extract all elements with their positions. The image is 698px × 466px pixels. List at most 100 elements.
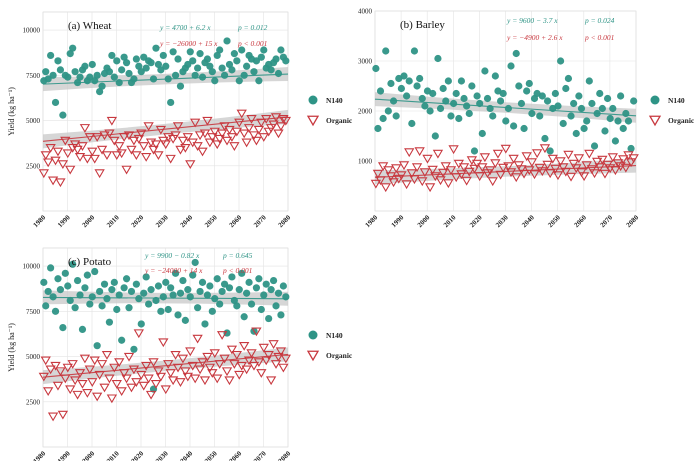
- organic-point: [251, 327, 262, 337]
- organic-point: [248, 131, 260, 141]
- n140-point: [194, 304, 202, 312]
- y-tick-label: 2000: [358, 108, 373, 116]
- n140-point: [614, 117, 622, 125]
- n140-point: [523, 87, 531, 95]
- organic-point: [256, 369, 267, 378]
- organic-point: [209, 349, 220, 359]
- organic-point: [109, 363, 120, 373]
- organic-point: [479, 153, 491, 163]
- n140-point: [269, 276, 278, 285]
- n140-point: [69, 44, 77, 52]
- organic-point: [251, 136, 262, 146]
- n140-point: [135, 295, 143, 303]
- organic-point: [216, 129, 228, 139]
- organic-point: [62, 149, 73, 159]
- organic-point: [150, 140, 162, 150]
- n140-point: [434, 54, 442, 63]
- organic-point: [370, 179, 382, 189]
- n140-point: [570, 99, 578, 108]
- organic-point: [555, 157, 566, 167]
- organic-point: [224, 125, 235, 135]
- organic-point: [163, 360, 174, 369]
- organic-point: [87, 378, 98, 387]
- n140-point: [384, 107, 392, 115]
- n140-point: [83, 271, 91, 279]
- n140-point: [476, 99, 484, 108]
- organic-point: [542, 160, 553, 170]
- organic-point: [111, 151, 122, 160]
- trend-line-organic: [42, 353, 289, 378]
- organic-point: [138, 381, 149, 391]
- organic-point: [273, 129, 284, 139]
- n140-point: [142, 64, 150, 72]
- n140-point: [179, 276, 187, 285]
- p-value: p = 0.012: [237, 23, 268, 32]
- organic-point: [82, 154, 93, 164]
- n140-point: [267, 286, 275, 294]
- n140-point: [113, 57, 121, 65]
- organic-point: [547, 154, 558, 164]
- n140-point: [567, 112, 575, 120]
- n140-point: [176, 289, 185, 297]
- n140-point: [617, 92, 625, 100]
- organic-point: [263, 351, 274, 360]
- organic-point: [94, 370, 105, 380]
- organic-point: [226, 345, 238, 355]
- organic-point: [118, 369, 130, 378]
- organic-point: [490, 159, 501, 169]
- x-tick-label: 2050: [203, 213, 219, 229]
- organic-point: [280, 354, 291, 364]
- organic-point: [253, 125, 265, 135]
- n140-point: [590, 142, 599, 150]
- n140-point: [470, 147, 479, 155]
- n140-point: [611, 137, 620, 145]
- organic-point: [443, 179, 454, 189]
- n140-point: [452, 89, 460, 98]
- n140-point: [216, 300, 224, 308]
- n140-point: [47, 264, 55, 272]
- organic-point: [550, 164, 561, 174]
- x-tick-label: 1990: [56, 213, 72, 229]
- organic-point: [477, 163, 488, 173]
- n140-point: [247, 300, 256, 308]
- n140-point: [189, 57, 197, 65]
- organic-point: [69, 376, 81, 386]
- n140-point: [100, 280, 109, 288]
- organic-point: [623, 151, 634, 161]
- organic-point: [411, 163, 423, 173]
- organic-point: [153, 151, 164, 160]
- organic-point: [143, 122, 154, 132]
- panel-title: (a) Wheat: [68, 20, 111, 32]
- n140-point: [171, 71, 180, 79]
- organic-point: [256, 118, 267, 128]
- organic-point: [558, 163, 569, 173]
- organic-point: [104, 129, 115, 139]
- organic-point: [50, 156, 61, 166]
- p-value: p < 0.001: [237, 39, 267, 48]
- organic-point: [128, 365, 140, 375]
- organic-point: [136, 129, 147, 139]
- n140-point: [196, 50, 204, 58]
- n140-point: [198, 73, 207, 81]
- n140-point: [277, 311, 285, 319]
- n140-point: [113, 305, 121, 314]
- organic-point: [126, 383, 137, 393]
- n140-point: [220, 71, 229, 79]
- organic-point: [380, 183, 391, 193]
- organic-point: [133, 329, 144, 339]
- n140-point: [405, 77, 413, 85]
- n140-point: [439, 84, 447, 93]
- organic-point: [268, 120, 279, 130]
- legend-organic-marker: [648, 115, 662, 127]
- n140-point: [147, 59, 155, 67]
- organic-point: [190, 118, 201, 128]
- organic-point: [194, 365, 206, 375]
- panel-title: (b) Barley: [400, 19, 445, 31]
- n140-point: [157, 307, 165, 315]
- organic-point: [141, 361, 152, 371]
- n140-point: [206, 62, 214, 70]
- y-tick-label: 5000: [26, 117, 41, 125]
- n140-point: [257, 305, 265, 314]
- x-tick-label: 2040: [520, 213, 536, 229]
- n140-point: [49, 71, 57, 79]
